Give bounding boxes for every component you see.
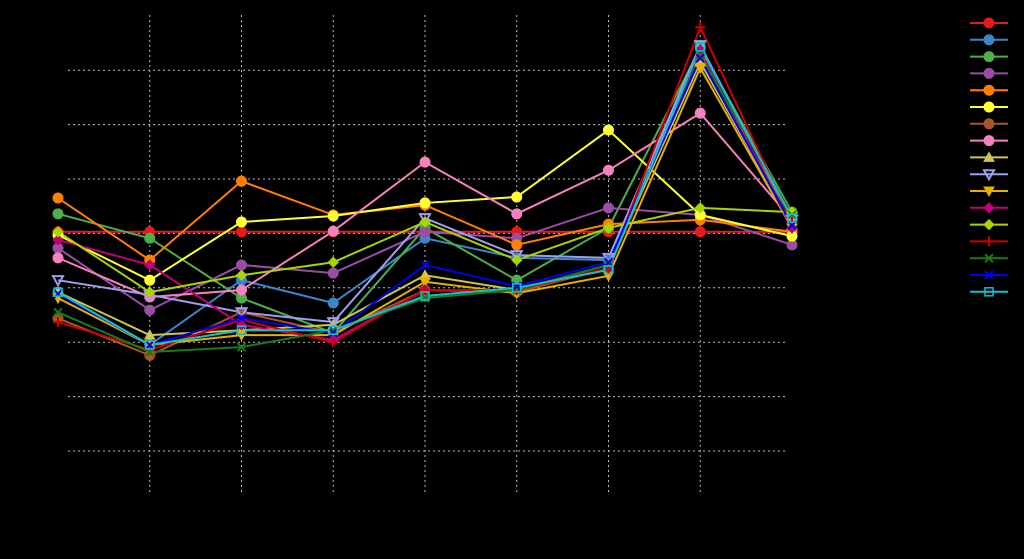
legend xyxy=(970,17,1008,297)
point xyxy=(236,342,247,352)
point xyxy=(983,34,995,46)
point xyxy=(52,226,64,238)
point xyxy=(327,256,339,268)
point xyxy=(235,269,248,281)
point xyxy=(695,22,706,33)
point xyxy=(695,53,705,63)
point xyxy=(983,186,995,198)
point xyxy=(984,236,994,247)
point xyxy=(695,42,705,52)
point xyxy=(694,107,706,119)
point xyxy=(52,192,64,204)
point xyxy=(143,329,156,340)
point xyxy=(983,218,995,231)
point xyxy=(236,175,247,187)
series-line xyxy=(57,44,793,346)
point xyxy=(326,317,340,330)
point xyxy=(327,297,339,309)
point xyxy=(511,239,523,251)
point xyxy=(693,40,707,53)
point xyxy=(419,277,431,288)
point xyxy=(236,216,247,228)
point xyxy=(512,285,522,295)
point xyxy=(52,252,64,264)
point xyxy=(145,340,155,350)
point xyxy=(511,191,523,203)
point xyxy=(236,325,247,335)
point xyxy=(144,304,156,316)
point xyxy=(327,225,339,237)
point xyxy=(327,210,339,222)
point xyxy=(984,270,994,280)
point xyxy=(603,257,614,267)
point xyxy=(510,250,524,263)
point xyxy=(695,50,705,60)
point xyxy=(53,307,63,317)
point xyxy=(52,208,64,220)
point xyxy=(983,202,995,214)
point xyxy=(420,260,430,270)
point xyxy=(327,267,339,279)
point xyxy=(52,234,64,246)
point xyxy=(511,254,523,266)
point xyxy=(144,232,156,244)
point xyxy=(53,287,63,297)
point xyxy=(420,284,430,295)
point xyxy=(983,17,995,29)
point xyxy=(235,330,248,342)
point xyxy=(328,337,339,348)
point xyxy=(982,169,996,182)
point xyxy=(420,291,430,301)
point xyxy=(328,328,338,338)
point xyxy=(603,164,614,176)
point xyxy=(787,213,797,223)
point xyxy=(694,226,706,238)
point xyxy=(419,226,431,238)
point xyxy=(419,156,431,168)
point xyxy=(328,325,338,335)
point xyxy=(236,259,247,271)
point xyxy=(51,275,65,288)
point xyxy=(236,226,247,238)
point xyxy=(983,118,995,130)
point xyxy=(786,222,798,234)
point xyxy=(144,259,156,271)
point xyxy=(236,313,247,323)
point xyxy=(983,67,995,79)
point xyxy=(418,213,432,226)
point xyxy=(984,287,994,297)
point xyxy=(983,101,995,113)
point xyxy=(144,286,156,298)
point xyxy=(603,124,614,136)
point xyxy=(694,63,707,75)
point xyxy=(603,202,614,214)
point xyxy=(983,51,995,63)
point xyxy=(983,135,995,147)
point xyxy=(236,284,247,296)
point xyxy=(512,283,522,293)
point xyxy=(983,84,995,96)
point xyxy=(603,260,614,270)
point xyxy=(53,317,63,328)
point xyxy=(145,340,155,350)
point xyxy=(234,307,249,320)
point xyxy=(328,325,338,335)
point xyxy=(603,265,614,275)
point xyxy=(419,197,431,209)
point xyxy=(694,202,706,214)
point xyxy=(511,208,523,220)
point xyxy=(419,216,431,228)
point xyxy=(983,151,995,162)
point xyxy=(602,222,615,234)
point xyxy=(236,314,247,325)
point xyxy=(144,274,156,286)
point xyxy=(420,293,430,303)
point xyxy=(984,253,994,263)
